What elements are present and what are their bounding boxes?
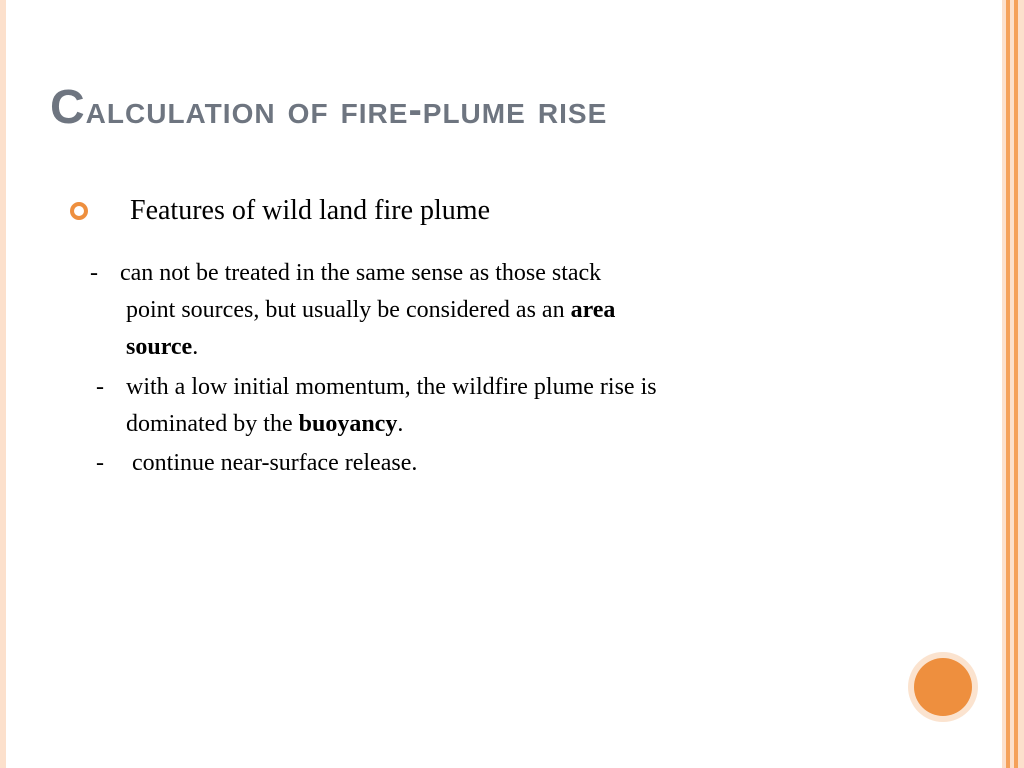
ring-bullet-icon xyxy=(70,202,88,220)
sub-list: - can not be treated in the same sense a… xyxy=(90,255,974,482)
sub-text: can not be treated in the same sense as … xyxy=(120,255,974,367)
text-run: . xyxy=(192,334,198,360)
dash: - xyxy=(96,369,126,443)
text-run: . xyxy=(397,411,403,437)
dash: - xyxy=(90,255,120,367)
text-run: continue near-surface release. xyxy=(132,450,417,476)
bold-run: source xyxy=(126,334,192,360)
right-border-stripe-2 xyxy=(1006,0,1010,768)
slide-title: Calculation of fire-plume rise xyxy=(50,80,974,135)
right-border-stripe-1 xyxy=(1014,0,1018,768)
text-run: dominated by the xyxy=(126,411,299,437)
left-border-stripe xyxy=(0,0,6,768)
dash: - xyxy=(96,445,132,482)
text-run: can not be treated in the same sense as … xyxy=(120,260,601,286)
circle-decor-icon xyxy=(914,658,972,716)
sub-text: with a low initial momentum, the wildfir… xyxy=(126,369,974,443)
text-run: with a low initial momentum, the wildfir… xyxy=(126,374,657,400)
sub-item: - can not be treated in the same sense a… xyxy=(90,255,974,367)
text-run: point sources, but usually be considered… xyxy=(126,297,571,323)
main-bullet-row: Features of wild land fire plume xyxy=(70,195,974,227)
slide-content: Calculation of fire-plume rise Features … xyxy=(50,80,974,484)
bold-run: area xyxy=(571,297,616,323)
sub-item: - with a low initial momentum, the wildf… xyxy=(96,369,974,443)
bold-run: buoyancy xyxy=(299,411,398,437)
sub-item: - continue near-surface release. xyxy=(96,445,974,482)
right-border-white-gap xyxy=(996,0,1002,768)
sub-text: continue near-surface release. xyxy=(132,445,974,482)
main-bullet-text: Features of wild land fire plume xyxy=(130,195,490,227)
